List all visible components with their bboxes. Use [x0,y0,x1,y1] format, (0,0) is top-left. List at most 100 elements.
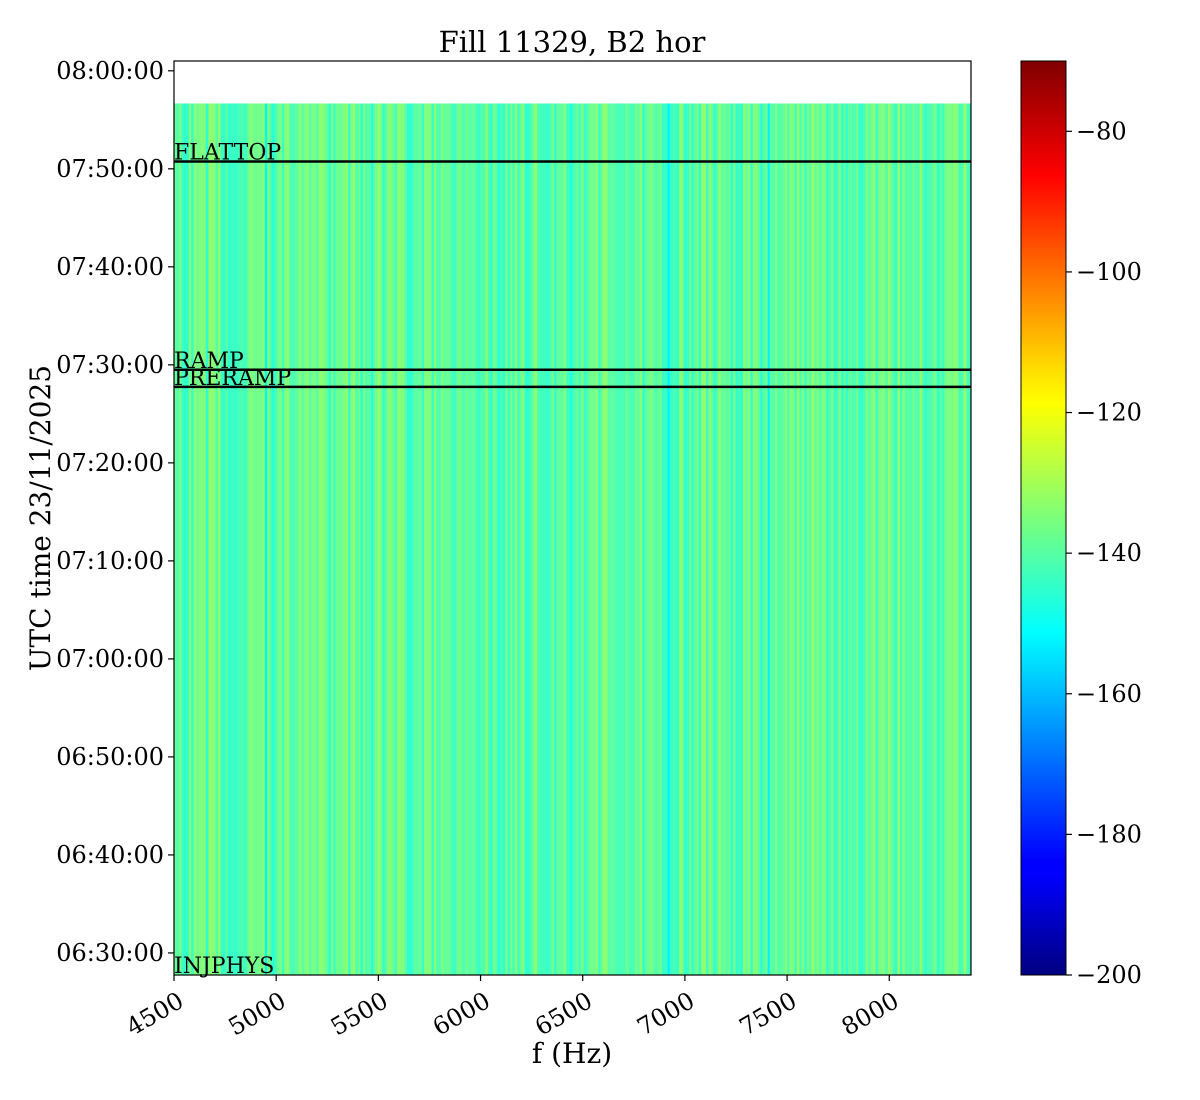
heatmap-column [289,103,293,976]
heatmap-dip-column [264,103,267,976]
x-tick-label: 7000 [632,986,699,1041]
heatmap-column [897,103,901,976]
heatmap-column [259,103,263,976]
heatmap-column [951,103,955,976]
heatmap-column [865,103,869,976]
heatmap-column [458,103,462,976]
heatmap-column [929,103,933,976]
heatmap-column [838,103,842,976]
heatmap-column [772,103,776,976]
heatmap-column [848,103,852,976]
heatmap-column [485,103,489,976]
heatmap-column [446,103,450,976]
heatmap-column [664,103,668,976]
heatmap-column [431,103,435,976]
heatmap-column [617,103,621,976]
heatmap-column [693,103,697,976]
heatmap-column [899,103,903,976]
heatmap-column [306,103,310,976]
heatmap-column [473,103,477,976]
heatmap-column [845,103,849,976]
heatmap-column [487,103,491,976]
colorbar-tick-label: −100 [1076,258,1142,286]
heatmap-column [718,103,722,976]
heatmap-column [917,103,920,976]
heatmap-column [583,103,587,976]
heatmap-column [953,103,957,976]
x-tick-label: 6500 [530,986,597,1041]
heatmap-column [377,103,381,976]
heatmap-column [218,103,221,976]
heatmap-column [757,103,761,976]
x-tick-label: 4500 [122,986,189,1041]
heatmap-column [779,103,783,976]
heatmap-column [855,103,859,976]
heatmap-column [406,103,410,976]
heatmap-column [669,103,673,976]
colorbar-tick-label: −120 [1076,399,1142,427]
heatmap-column [642,103,646,976]
heatmap-column [561,103,565,976]
heatmap-column [554,103,557,976]
heatmap-column [679,103,683,976]
heatmap-column [595,103,599,976]
heatmap-column [522,103,526,976]
heatmap-column [367,103,371,976]
heatmap-column [796,103,800,976]
heatmap-column [392,103,396,976]
heatmap-column [296,103,300,976]
heatmap-column [823,103,827,976]
heatmap-column [882,103,886,976]
chart-title: Fill 11329, B2 hor [439,25,706,59]
colorbar-tick-label: −160 [1076,680,1142,708]
heatmap-column [463,103,467,976]
heatmap-column [956,103,960,976]
heatmap-column [576,103,580,976]
heatmap-column [240,103,244,976]
heatmap-column [639,103,643,976]
heatmap-column [698,103,702,976]
heatmap-column [637,103,641,976]
heatmap-column [887,103,891,976]
colorbar [1020,60,1067,976]
heatmap-column [814,103,817,976]
heatmap-column [615,103,619,976]
heatmap-column [534,103,538,976]
heatmap-column [890,103,893,976]
heatmap-column [821,103,825,976]
heatmap-column [497,103,501,976]
heatmap-column [750,103,754,976]
heatmap-column [191,103,195,976]
y-tick-label: 06:40:00 [56,841,164,869]
heatmap-column [495,103,499,976]
heatmap-column [760,103,763,976]
heatmap-column [946,103,950,976]
heatmap-column [872,103,876,976]
heatmap-column [588,103,592,976]
heatmap-column [338,103,342,976]
heatmap-column [826,103,830,976]
event-label-ramp: RAMP [174,349,244,374]
heatmap-column [892,103,896,976]
heatmap-column [931,103,935,976]
heatmap-column [549,103,553,976]
heatmap-column [926,103,930,976]
heatmap-column [674,103,678,976]
heatmap-column [654,103,658,976]
heatmap-dip-column [371,103,374,976]
heatmap-column [706,103,709,976]
heatmap-column [348,103,351,976]
heatmap-column [671,103,675,976]
heatmap-column [355,103,359,976]
heatmap-column [365,103,369,976]
heatmap-column [524,103,528,976]
heatmap-column [627,103,631,976]
heatmap-column [684,103,687,976]
heatmap-column [863,103,866,976]
event-label-preramp: PRERAMP [174,366,291,391]
heatmap-column [181,103,185,976]
heatmap-column [919,103,923,976]
heatmap-column [478,103,481,976]
heatmap-column [360,103,364,976]
event-label-flattop: FLATTOP [174,140,281,165]
